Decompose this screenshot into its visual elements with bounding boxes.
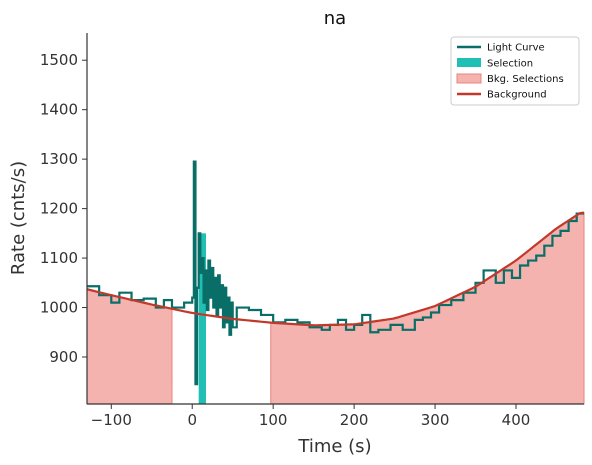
- x-tick-label: 200: [340, 411, 369, 429]
- y-tick-label: 1000: [40, 299, 78, 317]
- axes: [86, 33, 584, 405]
- x-tick-label: −100: [91, 411, 132, 429]
- legend-label-background: Background: [487, 90, 547, 101]
- x-tick-label: 0: [187, 411, 197, 429]
- legend: Light Curve Selection Bkg. Selections Ba…: [450, 36, 580, 106]
- legend-frame: [450, 36, 580, 106]
- y-tick-label: 1300: [40, 150, 78, 168]
- chart-title: na: [324, 8, 346, 29]
- x-tick-label: 100: [259, 411, 288, 429]
- y-tick-label: 1500: [40, 51, 78, 69]
- y-tick-label: 1200: [40, 200, 78, 218]
- legend-label-bkg-selections: Bkg. Selections: [487, 74, 564, 85]
- plot-area: [86, 160, 585, 405]
- y-axis-title: Rate (cnts/s): [8, 161, 29, 275]
- x-axis-title: Time (s): [297, 436, 371, 457]
- x-tick-label: 300: [421, 411, 450, 429]
- y-tick-label: 900: [49, 348, 78, 366]
- background-model-line: [86, 211, 585, 327]
- y-tick-label: 1400: [40, 101, 78, 119]
- legend-label-light-curve: Light Curve: [487, 43, 545, 54]
- legend-label-selection: Selection: [487, 59, 533, 70]
- legend-swatch-selection: [457, 58, 481, 67]
- selection-region: [198, 233, 206, 404]
- x-tick-label: 400: [502, 411, 531, 429]
- y-tick-label: 1100: [40, 249, 78, 267]
- legend-swatch-bkg-selections: [456, 73, 482, 84]
- ticks: −100 0 100 200 300 400 900 1000 1100 1200 1300 1400…: [40, 51, 531, 429]
